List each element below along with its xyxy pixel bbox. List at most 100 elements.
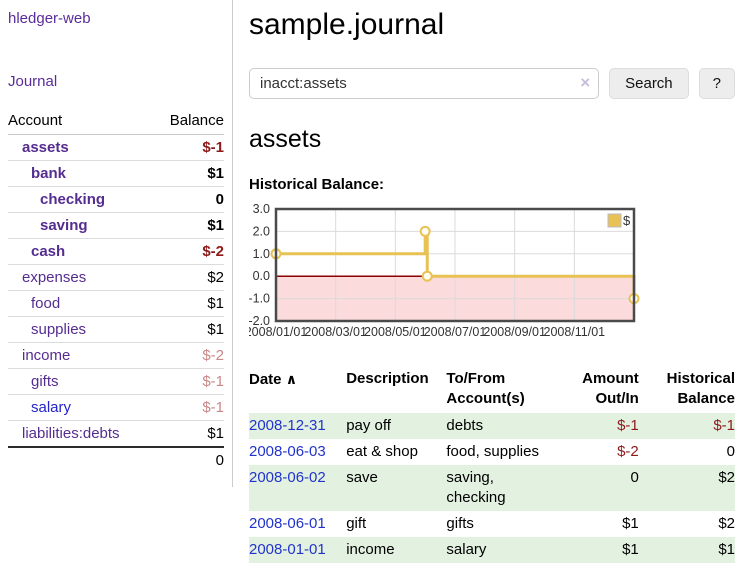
account-balance: $-1 bbox=[153, 134, 224, 161]
account-row: supplies $1 bbox=[8, 316, 224, 343]
account-link[interactable]: bank bbox=[31, 165, 67, 182]
account-row: food $1 bbox=[8, 290, 224, 317]
transaction-date-cell: 2008-12-31 bbox=[249, 413, 346, 439]
account-row: cash $-2 bbox=[8, 238, 224, 265]
transaction-date-link[interactable]: 2008-06-03 bbox=[249, 443, 326, 460]
account-cell: checking bbox=[8, 186, 154, 213]
x-tick-label: 2008/07/01 bbox=[424, 325, 487, 339]
transaction-date-link[interactable]: 2008-12-31 bbox=[249, 417, 326, 434]
transaction-date-cell: 2008-06-02 bbox=[249, 465, 346, 511]
transaction-date-cell: 2008-06-01 bbox=[249, 511, 346, 537]
sidebar: hledger-web Journal Account Balance asse… bbox=[0, 0, 233, 487]
chart-canvas: $3.0 2.0 1.0 0.0 -1.0 -2.02008/01/012008/03/0… bbox=[245, 202, 640, 339]
spacer bbox=[8, 446, 154, 473]
transaction-balance: 0 bbox=[726, 443, 735, 460]
transaction-balance: $2 bbox=[718, 469, 735, 486]
account-balance: $1 bbox=[153, 160, 224, 187]
account-link[interactable]: gifts bbox=[31, 373, 59, 390]
app-brand: hledger-web bbox=[8, 10, 224, 27]
account-balance: $1 bbox=[153, 316, 224, 343]
account-balance: $1 bbox=[153, 290, 224, 317]
account-link[interactable]: liabilities:debts bbox=[22, 425, 120, 442]
sidebar-nav: Journal bbox=[8, 73, 224, 90]
account-link[interactable]: food bbox=[31, 295, 61, 312]
transaction-amount: $1 bbox=[622, 515, 639, 532]
search-button[interactable]: Search bbox=[609, 68, 689, 99]
account-link[interactable]: income bbox=[22, 347, 71, 364]
data-point-marker bbox=[421, 270, 433, 282]
transaction-description: eat & shop bbox=[346, 443, 418, 460]
transaction-date-link[interactable]: 2008-06-02 bbox=[249, 469, 326, 486]
account-row: bank $1 bbox=[8, 160, 224, 187]
legend-label: $ bbox=[623, 213, 631, 228]
search-input[interactable] bbox=[249, 68, 600, 99]
account-balance: $-2 bbox=[153, 342, 224, 369]
account-link[interactable]: salary bbox=[31, 399, 72, 416]
accounts-header-balance: Balance bbox=[153, 108, 224, 135]
register-table: Date ∧ Description To/From Account(s) Am… bbox=[249, 367, 735, 563]
x-tick-label: 2008/03/01 bbox=[304, 325, 367, 339]
account-cell: food bbox=[8, 290, 154, 317]
account-balance: $1 bbox=[153, 212, 224, 239]
accounts-total-value: 0 bbox=[153, 446, 224, 473]
help-button[interactable]: ? bbox=[698, 68, 735, 99]
nav-journal-link[interactable]: Journal bbox=[8, 73, 58, 90]
historical-balance-chart: $3.0 2.0 1.0 0.0 -1.0 -2.0 2008/01/01 2008/03/0… bbox=[245, 201, 735, 355]
account-cell: saving bbox=[8, 212, 154, 239]
transaction-description: pay off bbox=[346, 417, 391, 434]
transaction-balance: $1 bbox=[718, 541, 735, 558]
transaction-description: income bbox=[346, 541, 395, 558]
account-row: salary $-1 bbox=[8, 394, 224, 421]
account-link[interactable]: cash bbox=[31, 243, 66, 260]
account-row: income $-2 bbox=[8, 342, 224, 369]
account-link[interactable]: saving bbox=[40, 217, 88, 234]
accounts-header-account: Account bbox=[8, 108, 154, 135]
transaction-date-cell: 2008-01-01 bbox=[249, 537, 346, 563]
chart-title: Historical Balance: bbox=[249, 176, 385, 193]
register-header-balance: Historical Balance bbox=[666, 370, 735, 407]
account-link[interactable]: supplies bbox=[31, 321, 87, 338]
account-link[interactable]: expenses bbox=[22, 269, 87, 286]
y-tick-label: 0.0 bbox=[253, 269, 270, 283]
y-tick-label: 2.0 bbox=[253, 224, 270, 238]
account-balance: $2 bbox=[153, 264, 224, 291]
transaction-accounts: food, supplies bbox=[446, 443, 539, 460]
account-cell: salary bbox=[8, 394, 154, 421]
account-cell: gifts bbox=[8, 368, 154, 395]
y-tick-label: 1.0 bbox=[253, 247, 270, 261]
transaction-date-link[interactable]: 2008-01-01 bbox=[249, 541, 326, 558]
transaction-description: gift bbox=[346, 515, 367, 532]
legend-swatch bbox=[607, 213, 622, 228]
main-content: sample.journal × Search ? assets Histori… bbox=[233, 0, 742, 563]
account-link[interactable]: checking bbox=[40, 191, 106, 208]
transaction-row: 2008-01-01 income salary $1 $1 bbox=[249, 537, 735, 563]
register-header-date[interactable]: Date ∧ bbox=[249, 367, 346, 413]
transaction-description: save bbox=[346, 469, 378, 486]
transaction-balance: $-1 bbox=[713, 417, 735, 434]
clear-search-icon[interactable]: × bbox=[580, 73, 591, 92]
account-balance: $1 bbox=[153, 420, 224, 448]
account-balance: 0 bbox=[153, 186, 224, 213]
account-cell: assets bbox=[8, 134, 154, 161]
transaction-amount: $1 bbox=[622, 541, 639, 558]
account-cell: cash bbox=[8, 238, 154, 265]
account-cell: supplies bbox=[8, 316, 154, 343]
x-tick-label: 2008/01/01 bbox=[249, 325, 307, 339]
account-balance: $-2 bbox=[153, 238, 224, 265]
account-row: assets $-1 bbox=[8, 134, 224, 161]
app-brand-link[interactable]: hledger-web bbox=[8, 10, 91, 27]
account-balance: $-1 bbox=[153, 394, 224, 421]
account-link[interactable]: assets bbox=[22, 139, 69, 156]
account-row: gifts $-1 bbox=[8, 368, 224, 395]
transaction-date-link[interactable]: 2008-06-01 bbox=[249, 515, 326, 532]
register-header-amount: Amount Out/In bbox=[582, 370, 639, 407]
register-header-row: Date ∧ Description To/From Account(s) Am… bbox=[249, 367, 735, 413]
search-bar: × Search ? bbox=[249, 68, 735, 99]
x-tick-label: 2008/09/01 bbox=[483, 325, 546, 339]
transaction-accounts: saving, checking bbox=[446, 469, 506, 506]
transaction-row: 2008-06-02 save saving, checking 0 $2 bbox=[249, 465, 735, 511]
x-tick-label: 2008/05/01 bbox=[364, 325, 427, 339]
transaction-accounts: debts bbox=[446, 417, 484, 434]
date-header-label: Date bbox=[249, 371, 282, 388]
sort-asc-icon: ∧ bbox=[285, 371, 298, 387]
